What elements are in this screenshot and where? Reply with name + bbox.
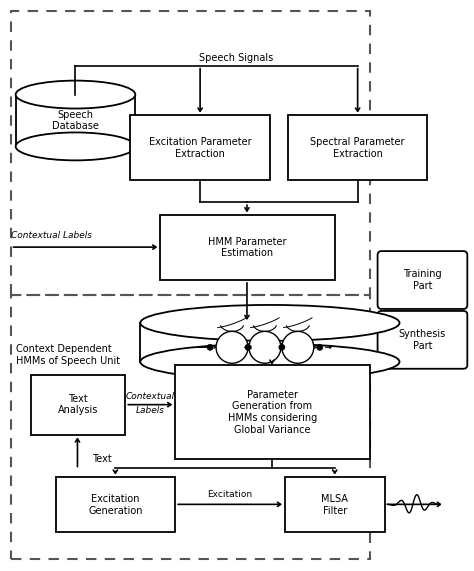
Ellipse shape bbox=[16, 132, 135, 160]
Text: Contextual Labels: Contextual Labels bbox=[11, 231, 91, 240]
FancyBboxPatch shape bbox=[378, 251, 467, 309]
Text: Speech Signals: Speech Signals bbox=[200, 53, 273, 63]
Circle shape bbox=[317, 344, 323, 351]
Ellipse shape bbox=[140, 305, 400, 341]
Text: Synthesis
Part: Synthesis Part bbox=[399, 329, 446, 351]
Ellipse shape bbox=[16, 81, 135, 108]
Polygon shape bbox=[16, 95, 135, 146]
FancyBboxPatch shape bbox=[55, 477, 175, 532]
Polygon shape bbox=[140, 323, 400, 362]
FancyBboxPatch shape bbox=[160, 215, 335, 280]
FancyBboxPatch shape bbox=[175, 365, 370, 460]
Text: Contextual: Contextual bbox=[126, 392, 175, 401]
Text: MLSA
Filter: MLSA Filter bbox=[321, 494, 348, 516]
Ellipse shape bbox=[140, 344, 400, 380]
Text: Excitation: Excitation bbox=[208, 490, 253, 499]
Circle shape bbox=[249, 331, 281, 363]
Circle shape bbox=[282, 331, 314, 363]
Text: Training
Part: Training Part bbox=[403, 269, 442, 291]
Text: Labels: Labels bbox=[136, 406, 165, 415]
Text: HMM Parameter
Estimation: HMM Parameter Estimation bbox=[208, 237, 287, 259]
Text: Text: Text bbox=[92, 455, 112, 464]
Text: Context Dependent
HMMs of Speech Unit: Context Dependent HMMs of Speech Unit bbox=[16, 344, 120, 365]
Text: Parameter
Generation from
HMMs considering
Global Variance: Parameter Generation from HMMs consideri… bbox=[228, 390, 317, 435]
Text: Excitation
Generation: Excitation Generation bbox=[88, 494, 143, 516]
FancyBboxPatch shape bbox=[285, 477, 384, 532]
Circle shape bbox=[216, 331, 248, 363]
Text: Excitation Parameter
Extraction: Excitation Parameter Extraction bbox=[149, 137, 251, 159]
Text: Spectral Parameter
Extraction: Spectral Parameter Extraction bbox=[310, 137, 405, 159]
Circle shape bbox=[245, 344, 251, 351]
FancyBboxPatch shape bbox=[31, 375, 125, 435]
Circle shape bbox=[279, 344, 285, 351]
FancyBboxPatch shape bbox=[288, 115, 428, 180]
Text: Speech
Database: Speech Database bbox=[52, 110, 99, 131]
Text: Text
Analysis: Text Analysis bbox=[58, 394, 98, 416]
FancyBboxPatch shape bbox=[378, 311, 467, 369]
Circle shape bbox=[207, 344, 213, 351]
FancyBboxPatch shape bbox=[130, 115, 270, 180]
